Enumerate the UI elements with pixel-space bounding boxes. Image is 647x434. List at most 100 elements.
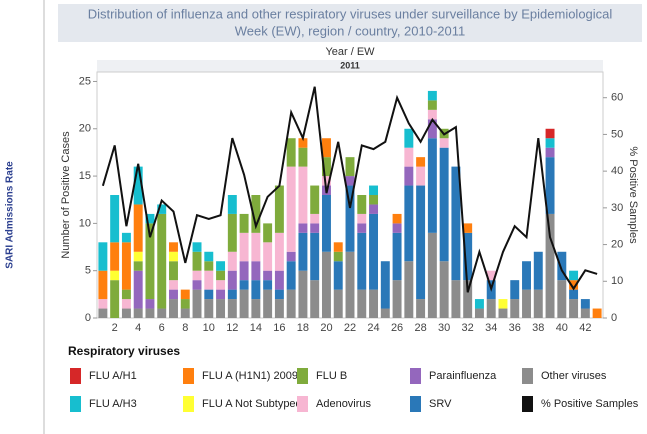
bar bbox=[145, 308, 155, 318]
bar bbox=[310, 223, 320, 233]
bar bbox=[274, 289, 284, 300]
bar bbox=[204, 270, 214, 290]
bar bbox=[357, 195, 367, 214]
bar bbox=[239, 261, 249, 281]
bar bbox=[121, 299, 131, 309]
bar bbox=[333, 251, 343, 262]
legend-label: % Positive Samples bbox=[541, 398, 639, 410]
bar bbox=[263, 223, 273, 243]
bar bbox=[345, 185, 355, 252]
bar bbox=[216, 270, 226, 281]
legend-swatch bbox=[183, 396, 194, 412]
bar bbox=[427, 138, 437, 233]
y-tick-label: 0 bbox=[85, 312, 91, 324]
bar bbox=[369, 213, 379, 290]
group-band bbox=[97, 60, 603, 72]
bar bbox=[98, 242, 108, 271]
bar bbox=[486, 299, 496, 318]
x-tick-label: 34 bbox=[485, 322, 497, 334]
x-tick-label: 24 bbox=[367, 322, 379, 334]
bar bbox=[157, 213, 167, 309]
y2-tick-label: 30 bbox=[611, 202, 623, 214]
bar bbox=[510, 299, 520, 318]
line bbox=[101, 86, 598, 293]
legend-label: FLU A/H3 bbox=[89, 398, 137, 410]
bar bbox=[569, 299, 579, 318]
x-tick-label: 10 bbox=[203, 322, 215, 334]
bar bbox=[204, 289, 214, 300]
bar bbox=[98, 270, 108, 300]
bar bbox=[263, 242, 273, 271]
bar bbox=[227, 195, 237, 214]
legend-label: FLU A (H1N1) 2009 bbox=[202, 370, 298, 382]
bar bbox=[416, 157, 426, 167]
bar bbox=[545, 147, 555, 158]
legend-swatch bbox=[522, 368, 533, 384]
bar bbox=[286, 289, 296, 318]
bar bbox=[216, 299, 226, 318]
bar bbox=[369, 195, 379, 205]
bar bbox=[274, 185, 284, 233]
bar bbox=[369, 289, 379, 318]
x-tick-label: 40 bbox=[556, 322, 568, 334]
x-tick-label: 4 bbox=[135, 322, 141, 334]
legend-label: SRV bbox=[429, 398, 452, 410]
legend-swatch bbox=[183, 368, 194, 384]
bar bbox=[286, 138, 296, 167]
bar bbox=[227, 270, 237, 290]
legend-swatch bbox=[70, 368, 81, 384]
bar bbox=[321, 176, 331, 186]
legend-label: FLU A/H1 bbox=[89, 370, 137, 382]
x-tick-label: 32 bbox=[462, 322, 474, 334]
bar bbox=[321, 195, 331, 252]
bar bbox=[192, 289, 202, 318]
bar bbox=[110, 270, 120, 281]
bar bbox=[121, 232, 131, 243]
bar bbox=[416, 185, 426, 300]
bar bbox=[180, 308, 190, 318]
x-tick-label: 16 bbox=[273, 322, 285, 334]
bar bbox=[498, 308, 508, 318]
bar bbox=[545, 213, 555, 318]
bar bbox=[204, 251, 214, 262]
bar bbox=[321, 157, 331, 177]
x-tick-label: 28 bbox=[414, 322, 426, 334]
x-tick-label: 36 bbox=[509, 322, 521, 334]
bar bbox=[545, 138, 555, 148]
bar bbox=[474, 308, 484, 318]
bar bbox=[569, 270, 579, 281]
y2-tick-label: 50 bbox=[611, 128, 623, 140]
y2-tick-label: 20 bbox=[611, 238, 623, 250]
bar bbox=[310, 185, 320, 214]
bar bbox=[227, 289, 237, 300]
bar bbox=[133, 261, 143, 271]
bar bbox=[333, 289, 343, 318]
bar bbox=[169, 251, 178, 262]
bar bbox=[274, 299, 284, 318]
bar bbox=[121, 308, 131, 318]
x-tick-label: 12 bbox=[226, 322, 238, 334]
bar bbox=[251, 299, 261, 318]
bar bbox=[486, 270, 496, 281]
bar bbox=[110, 242, 120, 271]
bar bbox=[263, 270, 273, 281]
bar bbox=[145, 213, 155, 224]
legend-label: Parainfluenza bbox=[429, 370, 497, 382]
bar bbox=[180, 289, 190, 300]
legend-swatch bbox=[297, 368, 308, 384]
bar bbox=[569, 280, 579, 290]
bar bbox=[133, 251, 143, 262]
bar bbox=[227, 251, 237, 271]
bar bbox=[427, 90, 437, 101]
bar bbox=[357, 223, 367, 233]
bar bbox=[427, 119, 437, 139]
y2-axis-title: % Positive Samples bbox=[627, 146, 639, 244]
bar bbox=[404, 261, 414, 318]
bar bbox=[298, 232, 308, 271]
bar bbox=[380, 261, 390, 309]
y-tick-label: 10 bbox=[79, 217, 91, 229]
bar bbox=[227, 299, 237, 318]
bar bbox=[110, 195, 120, 243]
bar bbox=[192, 280, 202, 290]
